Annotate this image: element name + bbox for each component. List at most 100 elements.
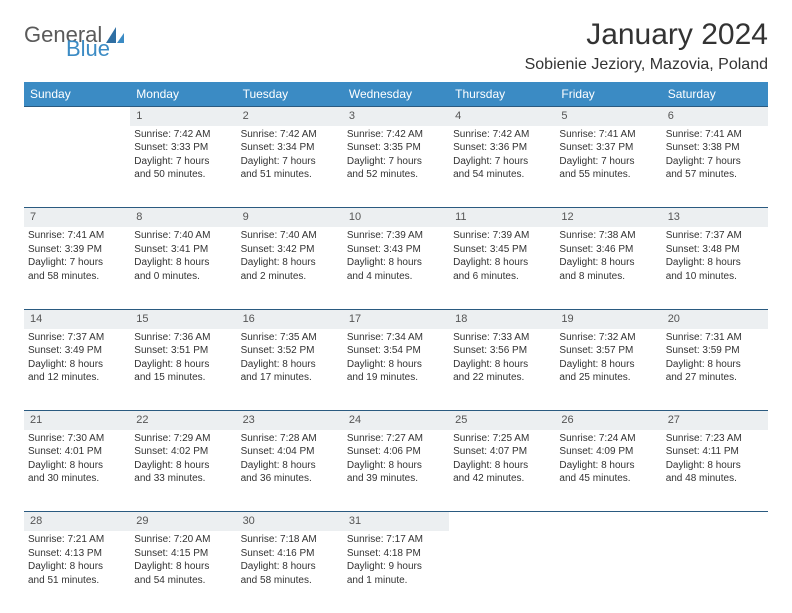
weekday-header: Saturday <box>662 82 768 107</box>
daylight-text: Daylight: 8 hours <box>453 256 551 270</box>
day-number: 23 <box>237 411 343 430</box>
day-number: 11 <box>449 208 555 227</box>
sunrise-text: Sunrise: 7:32 AM <box>559 331 657 345</box>
weekday-header: Thursday <box>449 82 555 107</box>
day-number-row: 21222324252627 <box>24 411 768 430</box>
daylight-text: and 33 minutes. <box>134 472 232 486</box>
sunset-text: Sunset: 3:38 PM <box>666 141 764 155</box>
daylight-text: and 17 minutes. <box>241 371 339 385</box>
day-cell: Sunrise: 7:38 AMSunset: 3:46 PMDaylight:… <box>555 227 661 309</box>
daylight-text: and 54 minutes. <box>453 168 551 182</box>
daylight-text: Daylight: 8 hours <box>134 358 232 372</box>
sunset-text: Sunset: 4:02 PM <box>134 445 232 459</box>
sunrise-text: Sunrise: 7:41 AM <box>666 128 764 142</box>
sunset-text: Sunset: 4:15 PM <box>134 547 232 561</box>
day-cell <box>662 531 768 613</box>
sunset-text: Sunset: 3:59 PM <box>666 344 764 358</box>
day-cell <box>555 531 661 613</box>
sunset-text: Sunset: 4:01 PM <box>28 445 126 459</box>
daylight-text: and 55 minutes. <box>559 168 657 182</box>
day-number: 22 <box>130 411 236 430</box>
day-number: 6 <box>662 107 768 126</box>
day-cell <box>24 126 130 208</box>
daylight-text: and 6 minutes. <box>453 270 551 284</box>
day-cell <box>449 531 555 613</box>
day-number: 31 <box>343 512 449 531</box>
sunset-text: Sunset: 4:04 PM <box>241 445 339 459</box>
day-number: 14 <box>24 309 130 328</box>
day-number: 10 <box>343 208 449 227</box>
sunset-text: Sunset: 3:39 PM <box>28 243 126 257</box>
daylight-text: Daylight: 8 hours <box>559 256 657 270</box>
day-cell: Sunrise: 7:40 AMSunset: 3:41 PMDaylight:… <box>130 227 236 309</box>
sunset-text: Sunset: 3:34 PM <box>241 141 339 155</box>
daylight-text: and 2 minutes. <box>241 270 339 284</box>
sunset-text: Sunset: 3:48 PM <box>666 243 764 257</box>
sunset-text: Sunset: 3:43 PM <box>347 243 445 257</box>
header: General Blue January 2024 Sobienie Jezio… <box>24 18 768 74</box>
day-cell: Sunrise: 7:23 AMSunset: 4:11 PMDaylight:… <box>662 430 768 512</box>
daylight-text: Daylight: 8 hours <box>241 358 339 372</box>
day-cell: Sunrise: 7:39 AMSunset: 3:45 PMDaylight:… <box>449 227 555 309</box>
daylight-text: Daylight: 8 hours <box>28 459 126 473</box>
daylight-text: Daylight: 9 hours <box>347 560 445 574</box>
daylight-text: Daylight: 7 hours <box>241 155 339 169</box>
weekday-header: Sunday <box>24 82 130 107</box>
daylight-text: and 36 minutes. <box>241 472 339 486</box>
daylight-text: Daylight: 8 hours <box>134 459 232 473</box>
daylight-text: and 50 minutes. <box>134 168 232 182</box>
sunset-text: Sunset: 4:13 PM <box>28 547 126 561</box>
sunrise-text: Sunrise: 7:37 AM <box>28 331 126 345</box>
daylight-text: Daylight: 7 hours <box>559 155 657 169</box>
daylight-text: Daylight: 8 hours <box>347 358 445 372</box>
sunrise-text: Sunrise: 7:27 AM <box>347 432 445 446</box>
day-cell: Sunrise: 7:27 AMSunset: 4:06 PMDaylight:… <box>343 430 449 512</box>
day-number: 27 <box>662 411 768 430</box>
title-block: January 2024 Sobienie Jeziory, Mazovia, … <box>525 18 768 74</box>
logo: General Blue <box>24 18 126 60</box>
day-number <box>662 512 768 531</box>
daylight-text: Daylight: 8 hours <box>241 560 339 574</box>
day-cell: Sunrise: 7:42 AMSunset: 3:33 PMDaylight:… <box>130 126 236 208</box>
sunset-text: Sunset: 3:56 PM <box>453 344 551 358</box>
sunrise-text: Sunrise: 7:29 AM <box>134 432 232 446</box>
daylight-text: and 25 minutes. <box>559 371 657 385</box>
weekday-header: Monday <box>130 82 236 107</box>
sunset-text: Sunset: 4:06 PM <box>347 445 445 459</box>
sunrise-text: Sunrise: 7:31 AM <box>666 331 764 345</box>
sunrise-text: Sunrise: 7:42 AM <box>453 128 551 142</box>
day-number: 3 <box>343 107 449 126</box>
day-number-row: 78910111213 <box>24 208 768 227</box>
sunset-text: Sunset: 3:35 PM <box>347 141 445 155</box>
daylight-text: and 1 minute. <box>347 574 445 588</box>
weekday-header: Wednesday <box>343 82 449 107</box>
daylight-text: Daylight: 8 hours <box>666 459 764 473</box>
daylight-text: and 39 minutes. <box>347 472 445 486</box>
day-cell: Sunrise: 7:39 AMSunset: 3:43 PMDaylight:… <box>343 227 449 309</box>
daylight-text: Daylight: 7 hours <box>28 256 126 270</box>
daylight-text: Daylight: 8 hours <box>666 358 764 372</box>
day-cell: Sunrise: 7:28 AMSunset: 4:04 PMDaylight:… <box>237 430 343 512</box>
day-number: 8 <box>130 208 236 227</box>
day-cell: Sunrise: 7:18 AMSunset: 4:16 PMDaylight:… <box>237 531 343 613</box>
day-content-row: Sunrise: 7:21 AMSunset: 4:13 PMDaylight:… <box>24 531 768 613</box>
sunrise-text: Sunrise: 7:41 AM <box>559 128 657 142</box>
day-content-row: Sunrise: 7:30 AMSunset: 4:01 PMDaylight:… <box>24 430 768 512</box>
sunset-text: Sunset: 3:49 PM <box>28 344 126 358</box>
sunset-text: Sunset: 3:33 PM <box>134 141 232 155</box>
page-title: January 2024 <box>525 18 768 52</box>
daylight-text: Daylight: 8 hours <box>28 358 126 372</box>
calendar-table: Sunday Monday Tuesday Wednesday Thursday… <box>24 82 768 613</box>
daylight-text: Daylight: 8 hours <box>241 256 339 270</box>
day-cell: Sunrise: 7:41 AMSunset: 3:39 PMDaylight:… <box>24 227 130 309</box>
sunset-text: Sunset: 4:09 PM <box>559 445 657 459</box>
daylight-text: and 27 minutes. <box>666 371 764 385</box>
day-number: 12 <box>555 208 661 227</box>
daylight-text: Daylight: 7 hours <box>666 155 764 169</box>
weekday-header-row: Sunday Monday Tuesday Wednesday Thursday… <box>24 82 768 107</box>
day-number: 29 <box>130 512 236 531</box>
day-cell: Sunrise: 7:42 AMSunset: 3:36 PMDaylight:… <box>449 126 555 208</box>
day-number <box>449 512 555 531</box>
daylight-text: and 57 minutes. <box>666 168 764 182</box>
sunset-text: Sunset: 4:18 PM <box>347 547 445 561</box>
